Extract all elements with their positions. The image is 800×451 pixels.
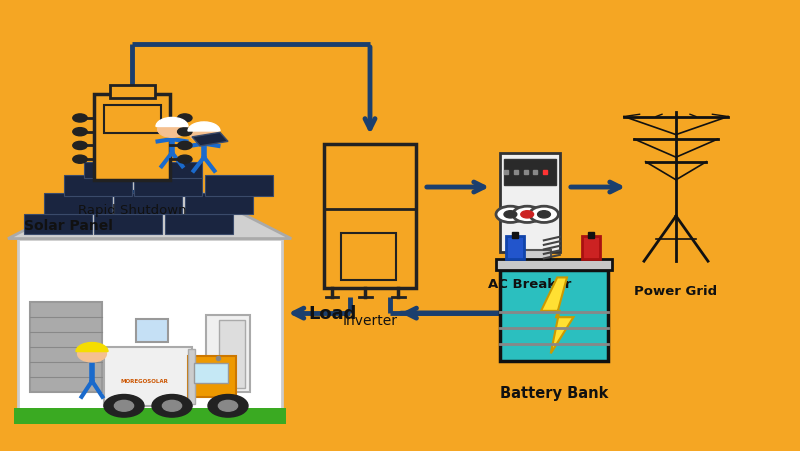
Text: MOREGOSOLAR: MOREGOSOLAR (121, 378, 169, 384)
Circle shape (178, 156, 192, 164)
Circle shape (513, 207, 542, 223)
Circle shape (504, 211, 517, 218)
Bar (341, 234, 396, 280)
Circle shape (521, 211, 534, 218)
Bar (496, 259, 612, 271)
Bar (165, 214, 233, 235)
Circle shape (178, 115, 192, 123)
Circle shape (162, 400, 182, 411)
Text: Battery Bank: Battery Bank (500, 385, 608, 400)
Bar (504, 159, 556, 185)
Circle shape (178, 142, 192, 150)
Bar (14, 408, 286, 424)
Circle shape (73, 129, 87, 137)
Bar (94, 95, 170, 180)
Bar (205, 176, 273, 196)
Bar (94, 214, 162, 235)
Bar (219, 320, 245, 388)
Circle shape (178, 129, 192, 137)
Polygon shape (541, 278, 574, 354)
Bar (500, 271, 608, 361)
Bar (194, 363, 228, 383)
Circle shape (538, 211, 550, 218)
Bar (188, 356, 236, 397)
Text: AC Breaker: AC Breaker (488, 278, 572, 290)
Bar (84, 162, 132, 178)
Circle shape (73, 142, 87, 150)
Circle shape (158, 122, 186, 138)
Bar (104, 347, 193, 406)
Bar (103, 106, 162, 133)
Bar (114, 194, 182, 214)
Circle shape (530, 207, 558, 223)
Wedge shape (76, 343, 108, 352)
Bar (509, 250, 551, 266)
Circle shape (73, 156, 87, 164)
Bar (582, 237, 600, 259)
Circle shape (104, 395, 144, 417)
Bar (206, 316, 250, 392)
Bar (44, 194, 112, 214)
Text: Inverter: Inverter (342, 313, 398, 327)
Bar (134, 176, 202, 196)
Circle shape (152, 395, 192, 417)
Bar (64, 176, 132, 196)
Bar (110, 86, 155, 99)
Bar (24, 214, 92, 235)
Bar (136, 319, 169, 342)
Circle shape (496, 207, 525, 223)
Bar (185, 194, 253, 214)
Circle shape (73, 115, 87, 123)
Bar (18, 239, 282, 410)
Text: Solar Panel: Solar Panel (23, 219, 113, 232)
Wedge shape (156, 118, 188, 127)
Bar (506, 237, 524, 259)
Circle shape (78, 346, 106, 362)
Bar (188, 350, 195, 404)
Text: Load: Load (308, 304, 356, 322)
Circle shape (218, 400, 238, 411)
Polygon shape (192, 133, 228, 147)
Wedge shape (188, 123, 220, 132)
Bar (154, 162, 202, 178)
Bar (324, 144, 416, 289)
Text: Rapid Shutdown: Rapid Shutdown (78, 203, 186, 216)
Text: Power Grid: Power Grid (634, 285, 718, 297)
Circle shape (208, 395, 248, 417)
Bar (30, 302, 102, 392)
Circle shape (190, 126, 218, 143)
Polygon shape (8, 167, 291, 239)
Circle shape (114, 400, 134, 411)
Bar (500, 153, 560, 253)
